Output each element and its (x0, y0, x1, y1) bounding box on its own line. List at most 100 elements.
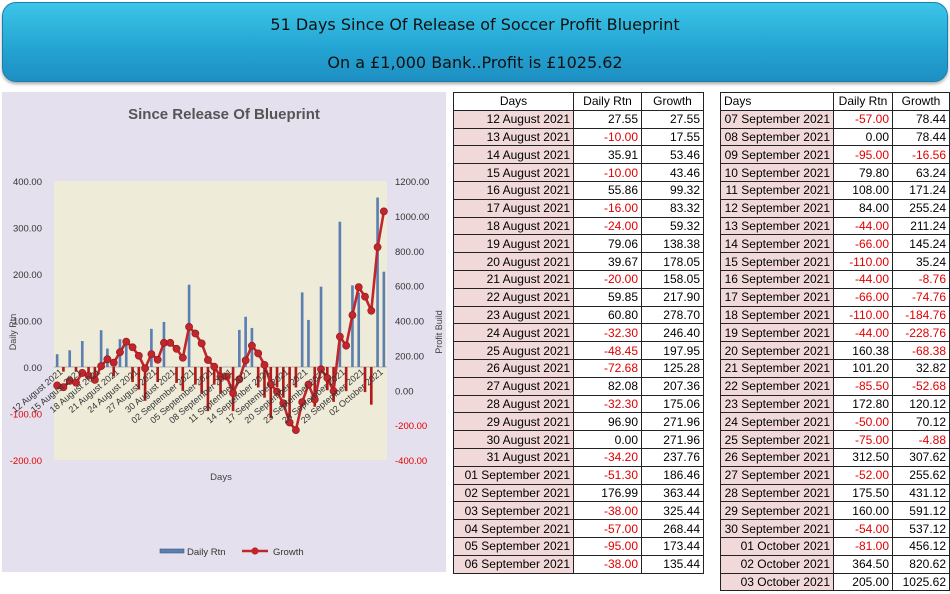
growth-cell: 363.44 (641, 483, 704, 503)
date-cell: 21 September 2021 (720, 358, 834, 378)
date-cell: 15 August 2021 (453, 163, 574, 182)
daily-rtn-bar (300, 292, 304, 367)
daily-rtn-bar (363, 367, 367, 393)
daily-rtn-bar (62, 367, 65, 372)
date-cell: 04 September 2021 (453, 519, 574, 538)
daily-rtn-bar (194, 367, 197, 385)
date-cell: 18 September 2021 (720, 305, 834, 325)
growth-point (354, 283, 363, 292)
table-row: 09 September 2021 -95.00 -16.56 (720, 145, 950, 165)
daily-rtn-bar (87, 367, 90, 375)
growth-point (122, 337, 131, 346)
growth-cell: 271.96 (641, 430, 704, 449)
growth-cell: 43.46 (641, 163, 704, 182)
daily-rtn-bar (319, 286, 323, 367)
growth-point (153, 355, 162, 364)
growth-cell: -74.76 (892, 287, 950, 307)
daily-rtn-cell: -51.30 (573, 465, 642, 485)
growth-point (367, 306, 376, 315)
growth-cell: 820.62 (892, 554, 950, 574)
table-row: 02 October 2021 364.50 820.62 (720, 554, 950, 574)
daily-rtn-bar (338, 221, 342, 367)
growth-point (147, 350, 156, 358)
growth-cell: 17.55 (641, 127, 704, 147)
table-row: 31 August 2021 -34.20 237.76 (453, 447, 704, 467)
table-row: 14 August 2021 35.91 53.46 (453, 145, 704, 165)
daily-rtn-bar (275, 367, 279, 388)
date-cell: 14 August 2021 (453, 145, 574, 165)
growth-point (172, 344, 181, 353)
column-header-days: Days (720, 92, 834, 111)
daily-rtn-cell: 101.20 (833, 358, 893, 378)
table-row: 01 October 2021 -81.00 456.12 (720, 536, 950, 556)
daily-rtn-bar (99, 330, 103, 367)
growth-cell: 125.28 (641, 358, 704, 378)
daily-rtn-bar (143, 367, 147, 401)
daily-rtn-bar (369, 367, 373, 405)
y-right-tick-label: 400.00 (395, 317, 424, 328)
table-row: 22 September 2021 -85.50 -52.68 (720, 376, 950, 396)
daily-rtn-cell: -32.30 (573, 394, 642, 414)
daily-rtn-bar (150, 328, 153, 367)
growth-point (222, 372, 231, 381)
growth-cell: 138.38 (641, 234, 704, 254)
growth-point (90, 376, 99, 384)
y-right-tick-label: 0.00 (395, 386, 414, 397)
growth-point (178, 353, 187, 362)
table-row: 01 September 2021 -51.30 186.46 (453, 465, 704, 485)
growth-cell: -228.76 (892, 323, 950, 343)
table-row: 30 August 2021 0.00 271.96 (453, 430, 704, 449)
y-right-tick-label: -200.00 (395, 421, 427, 432)
growth-point (191, 329, 200, 338)
table-row: 13 August 2021 -10.00 17.55 (453, 127, 704, 147)
y-right-axis-title: Profit Build (434, 310, 444, 354)
date-cell: 15 September 2021 (720, 252, 834, 271)
growth-cell: 70.12 (892, 412, 950, 432)
daily-rtn-cell: 59.85 (573, 287, 642, 307)
growth-cell: 135.44 (641, 554, 704, 574)
growth-cell: 211.24 (892, 216, 950, 236)
growth-cell: 271.96 (641, 412, 704, 432)
date-cell: 01 October 2021 (720, 536, 834, 556)
column-header-growth: Growth (892, 92, 950, 111)
growth-cell: -4.88 (892, 430, 950, 449)
daily-rtn-cell: -38.00 (573, 501, 642, 521)
growth-cell: 255.24 (892, 198, 950, 218)
daily-rtn-bar (282, 367, 285, 398)
daily-rtn-bar (131, 367, 134, 383)
daily-rtn-bar (175, 367, 178, 383)
daily-rtn-bar (344, 367, 348, 392)
combo-chart: Since Release Of Blueprint 400.00 300.00 20… (8, 106, 444, 558)
date-cell: 22 September 2021 (720, 376, 834, 396)
growth-cell: 78.44 (892, 109, 950, 129)
date-cell: 20 August 2021 (453, 252, 574, 271)
growth-point (373, 243, 382, 252)
growth-point (204, 356, 212, 364)
table-header-row: Days Daily Rtn Growth (720, 92, 950, 111)
date-cell: 18 August 2021 (453, 216, 574, 236)
daily-rtn-bar (112, 367, 116, 377)
growth-point (185, 322, 193, 331)
plot-area (54, 181, 387, 460)
date-cell: 11 September 2021 (720, 180, 834, 200)
growth-point (84, 371, 93, 380)
table-row: 17 September 2021 -66.00 -74.76 (720, 287, 950, 307)
table-row: 23 August 2021 60.80 278.70 (453, 305, 704, 325)
date-cell: 20 September 2021 (720, 341, 834, 360)
date-cell: 23 September 2021 (720, 394, 834, 414)
table-row: 12 August 2021 27.55 27.55 (453, 109, 704, 129)
daily-rtn-cell: -85.50 (833, 376, 893, 396)
table-row: 24 August 2021 -32.30 246.40 (453, 323, 704, 343)
table-row: 20 September 2021 160.38 -68.38 (720, 341, 950, 360)
growth-point (248, 341, 256, 350)
date-cell: 06 September 2021 (453, 554, 574, 574)
date-cell: 17 September 2021 (720, 287, 834, 307)
table-row: 14 September 2021 -66.00 145.24 (720, 234, 950, 254)
daily-rtn-cell: 96.90 (573, 412, 642, 432)
growth-cell: -184.76 (892, 305, 950, 325)
growth-point (128, 343, 137, 352)
growth-cell: 99.32 (641, 180, 704, 200)
growth-cell: -68.38 (892, 341, 950, 360)
daily-rtn-cell: -81.00 (833, 536, 893, 556)
table-row: 23 September 2021 172.80 120.12 (720, 394, 950, 414)
